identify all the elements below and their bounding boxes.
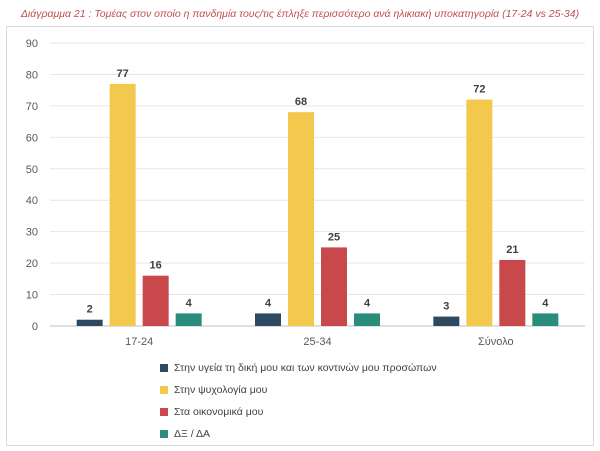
y-tick-label: 10 <box>26 290 38 302</box>
data-label: 72 <box>473 84 485 96</box>
data-label: 77 <box>117 68 129 80</box>
bar <box>288 112 314 326</box>
legend-item: Στην ψυχολογία μου <box>160 380 437 400</box>
x-tick-label: Σύνολο <box>478 336 514 348</box>
chart-frame <box>6 26 594 446</box>
x-tick-label: 17-24 <box>125 336 153 348</box>
legend-label: Στην υγεία τη δική μου και των κοντινών … <box>174 362 437 374</box>
y-tick-label: 0 <box>32 321 38 333</box>
legend-label: Στα οικονομικά μου <box>174 406 264 418</box>
legend-swatch <box>160 430 168 438</box>
bar <box>532 313 559 326</box>
x-tick-label: 25-34 <box>303 336 331 348</box>
bar <box>354 313 380 326</box>
bar <box>175 313 202 326</box>
data-label: 2 <box>87 304 93 316</box>
data-label: 4 <box>364 297 371 309</box>
legend-item: Στα οικονομικά μου <box>160 402 437 422</box>
bar <box>76 319 103 326</box>
bar <box>321 247 347 326</box>
chart-caption: Διάγραμμα 21 : Τομέας στον οποίο η πανδη… <box>20 8 580 20</box>
legend-swatch <box>160 364 168 372</box>
y-tick-label: 90 <box>26 38 38 50</box>
data-label: 3 <box>443 301 449 313</box>
legend-swatch <box>160 408 168 416</box>
bar <box>109 83 136 326</box>
legend-item: Στην υγεία τη δική μου και των κοντινών … <box>160 358 437 378</box>
y-tick-label: 70 <box>26 101 38 113</box>
y-tick-label: 50 <box>26 164 38 176</box>
bar <box>433 316 460 326</box>
bar <box>466 99 493 326</box>
bar <box>142 275 169 326</box>
bar <box>255 313 281 326</box>
legend-label: Στην ψυχολογία μου <box>174 384 268 396</box>
bar <box>499 259 526 326</box>
data-label: 4 <box>542 297 549 309</box>
chart-legend: Στην υγεία τη δική μου και των κοντινών … <box>160 358 437 446</box>
legend-item: ΔΞ / ΔΑ <box>160 424 437 444</box>
data-label: 4 <box>186 297 193 309</box>
y-tick-label: 20 <box>26 258 38 270</box>
data-label: 4 <box>265 297 272 309</box>
y-tick-label: 40 <box>26 195 38 207</box>
y-tick-label: 60 <box>26 132 38 144</box>
data-label: 68 <box>295 96 307 108</box>
legend-swatch <box>160 386 168 394</box>
data-label: 21 <box>506 244 518 256</box>
y-tick-label: 30 <box>26 227 38 239</box>
data-label: 25 <box>328 231 340 243</box>
data-label: 16 <box>150 260 162 272</box>
legend-label: ΔΞ / ΔΑ <box>174 428 211 440</box>
y-tick-label: 80 <box>26 69 38 81</box>
